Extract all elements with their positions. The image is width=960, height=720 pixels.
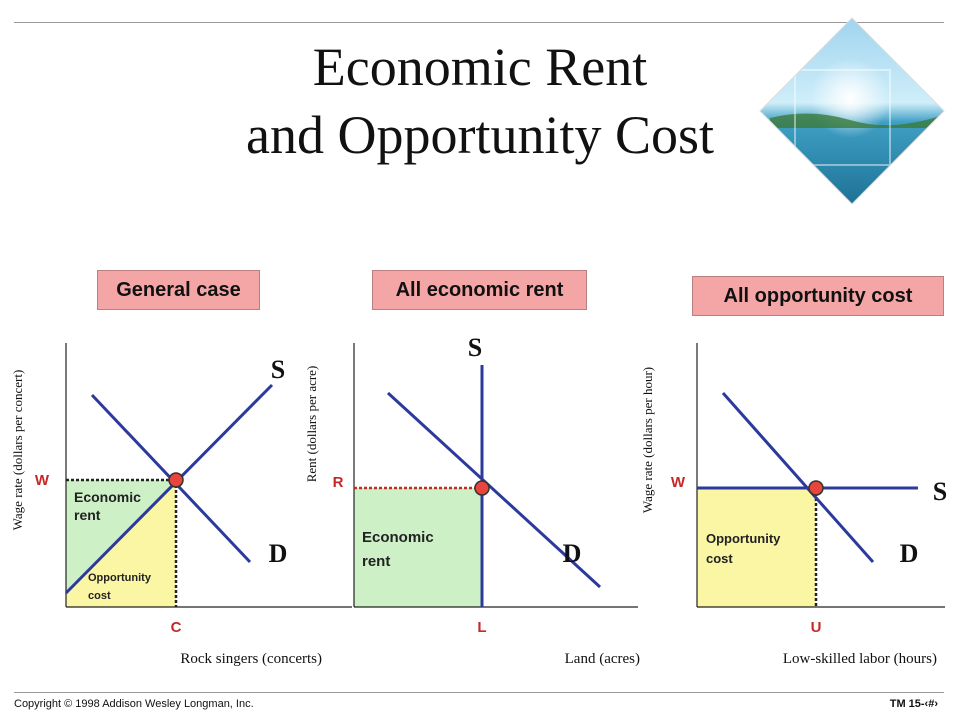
page-number: TM 15-‹#› bbox=[889, 698, 938, 710]
general-demand-label: D bbox=[269, 539, 288, 568]
copyright-text: Copyright © 1998 Addison Wesley Longman,… bbox=[14, 698, 254, 710]
all-opportunity-supply-label: S bbox=[933, 477, 947, 506]
all-opportunity-opportunity-cost-label: cost bbox=[706, 551, 733, 566]
general-economic-rent-label: rent bbox=[74, 507, 101, 523]
general-equilibrium-point bbox=[168, 472, 184, 488]
all-opportunity-opportunity-cost-label: Opportunity bbox=[706, 531, 781, 546]
header-all-opportunity-cost: All opportunity cost bbox=[692, 276, 944, 316]
all-rent-supply-label: S bbox=[468, 333, 482, 362]
all-rent-economic-rent-label: Economic bbox=[362, 529, 434, 546]
slide-title-line-1: Economic Rent bbox=[312, 37, 648, 97]
all-rent-y-axis-label: Rent (dollars per acre) bbox=[304, 366, 319, 483]
all-opportunity-demand-curve bbox=[721, 392, 875, 563]
all-rent-demand-curve bbox=[386, 391, 602, 589]
all-opportunity-x-axis-label: Low-skilled labor (hours) bbox=[783, 651, 937, 667]
header-general-case: General case bbox=[97, 270, 260, 310]
general-opportunity-cost-label: Opportunity bbox=[88, 572, 152, 584]
general-price-letter: W bbox=[35, 472, 50, 489]
all-opportunity-y-axis-label: Wage rate (dollars per hour) bbox=[640, 367, 655, 513]
all-opportunity-quantity-letter: U bbox=[811, 619, 822, 636]
all-opportunity-equilibrium-point bbox=[808, 480, 824, 496]
general-y-axis-label: Wage rate (dollars per concert) bbox=[10, 370, 25, 531]
general-economic-rent-label: Economic bbox=[74, 489, 141, 505]
all-rent-economic-rent-area bbox=[354, 488, 482, 607]
general-supply-label: S bbox=[271, 355, 285, 384]
general-x-axis-label: Rock singers (concerts) bbox=[180, 651, 322, 667]
all-rent-price-letter: R bbox=[333, 474, 344, 491]
all-rent-equilibrium-point bbox=[474, 480, 490, 496]
all-rent-x-axis-label: Land (acres) bbox=[565, 651, 640, 667]
bottom-rule bbox=[14, 692, 944, 693]
general-opportunity-cost-label: cost bbox=[88, 590, 111, 602]
all-rent-quantity-letter: L bbox=[477, 619, 486, 636]
header-all-economic-rent: All economic rent bbox=[372, 270, 587, 310]
all-opportunity-price-letter: W bbox=[671, 474, 686, 491]
top-rule bbox=[14, 22, 944, 23]
all-rent-demand-label: D bbox=[563, 539, 582, 568]
general-quantity-letter: C bbox=[171, 619, 182, 636]
slide-title-line-2: and Opportunity Cost bbox=[246, 105, 714, 165]
general-supply-curve bbox=[64, 383, 274, 595]
all-rent-economic-rent-label: rent bbox=[362, 553, 390, 570]
all-opportunity-opportunity-cost-area bbox=[697, 488, 816, 607]
all-opportunity-demand-label: D bbox=[900, 539, 919, 568]
